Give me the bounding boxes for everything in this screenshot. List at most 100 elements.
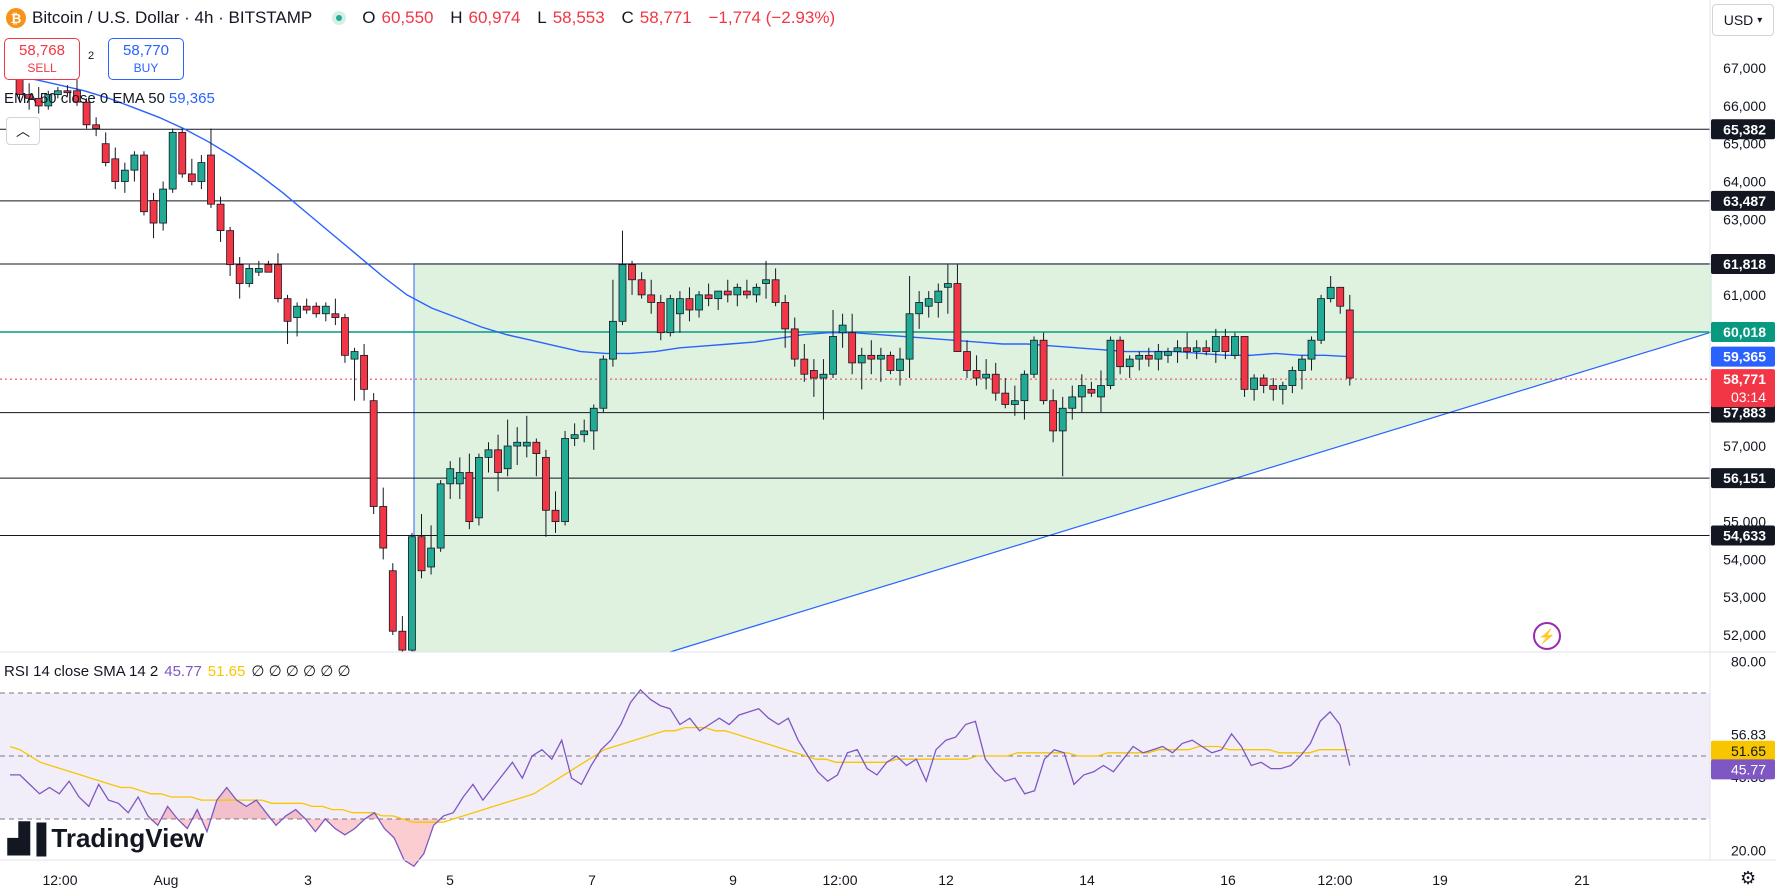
candle-body [446,468,455,485]
candle-body [44,94,53,107]
candle-body [168,131,177,190]
time-axis-tick: 21 [1574,872,1590,888]
ema-price-label: 59,365 [1723,349,1766,365]
candle-body [1259,377,1268,386]
price-pane: 52,00053,00054,00055,00057,00061,00063,0… [0,49,1775,653]
ema-legend-value: 59,365 [168,90,215,107]
ema-legend[interactable]: EMA 50 close 0 EMA 50 59,365 [4,90,215,107]
candle-body [235,264,244,284]
rsi-legend[interactable]: RSI 14 close SMA 14 2 45.77 51.65 ∅ ∅ ∅ ∅ ∅… [4,662,351,680]
ema-legend-text: EMA 50 close 0 EMA 50 [4,90,165,107]
sell-button[interactable]: 58,768 SELL [4,38,80,80]
buy-price: 58,770 [123,42,169,59]
candle-body [1097,385,1105,398]
spread-value: 2 [88,50,95,62]
candle-body [1001,392,1010,405]
candle-body [484,449,493,458]
candle-body [1010,400,1019,405]
level-label-bg [1711,253,1775,274]
level-label: 54,633 [1723,527,1766,543]
price-axis-tick: 52,000 [1723,627,1766,643]
candle-body [742,290,751,296]
candle-body [561,438,569,523]
buy-button[interactable]: 58,770 BUY [108,38,184,80]
candle-body [972,370,981,379]
candle-body [312,305,321,315]
candle-body [302,305,311,311]
rsi-sma-value-label: 51.65 [1731,743,1766,759]
currency-label: USD [1723,12,1754,28]
candle-body [92,124,101,129]
candle-body [1030,339,1038,375]
price-axis-tick: 64,000 [1723,173,1766,189]
candle-body [417,536,426,572]
candle-body [245,268,254,284]
candle-body [120,169,129,182]
candle-body [226,230,235,266]
candle-body [982,373,991,379]
candle-body [1345,309,1354,379]
rsi-legend-text: RSI 14 close SMA 14 2 [4,663,159,680]
candle-body [1106,339,1115,386]
candle-body [781,302,790,330]
collapse-legend-button[interactable]: ︿ [6,117,40,145]
candle-body [321,305,330,315]
candle-body [637,279,646,296]
candle-body [73,90,81,103]
candle-body [790,328,799,360]
candle-body [1068,396,1077,409]
chevron-up-icon: ︿ [16,123,30,139]
settings-gear-icon[interactable]: ⚙ [1740,868,1757,888]
candle-body [666,298,675,334]
ohlc-high-key: H [450,8,463,27]
candle-body [1039,339,1048,402]
candle-body [53,90,62,95]
candle-body [1077,385,1086,398]
price-axis-tick: 67,000 [1723,60,1766,76]
candle-body [264,264,273,273]
buy-label: BUY [133,61,159,75]
candle-body [1154,351,1163,360]
level-label-bg [1711,468,1775,489]
candle-body [609,320,617,360]
price-axis-tick: 53,000 [1723,589,1766,605]
level-label-bg [1711,525,1775,546]
candle-body [628,264,636,281]
candle-body [1211,336,1220,352]
time-axis-tick: 5 [446,872,454,888]
rsi-sma-value-label-bg [1711,740,1775,761]
level-label-60018: 60,018 [1723,324,1766,340]
tradingview-logo[interactable]: ▟▐ TradingView [8,822,204,855]
price-axis-tick: 57,000 [1723,438,1766,454]
rsi-sma-legend-value: 51.65 [207,663,246,680]
symbol-title[interactable]: Bitcoin / U.S. Dollar · 4h · BITSTAMP [32,8,313,27]
candle-body [1173,347,1182,352]
tradingview-logo-text: TradingView [51,823,205,853]
candle-body [656,302,665,334]
candle-body [1020,373,1029,402]
time-axis-tick: 12:00 [1317,872,1352,888]
candle-body [551,509,560,523]
candle-body [1288,370,1297,386]
currency-selector[interactable]: USD ▾ [1712,4,1774,36]
last-price-label-countdown: 03:14 [1731,389,1766,405]
candle-body [857,354,866,364]
candle-body [1087,388,1096,394]
ohlc-open-value: 60,550 [381,8,434,27]
candle-body [934,290,943,303]
symbol-header: ₿ Bitcoin / U.S. Dollar · 4h · BITSTAMP … [0,0,847,36]
market-open-icon [332,11,347,25]
candle-body [1183,347,1192,352]
time-axis-tick: 7 [588,872,596,888]
time-axis-tick: 14 [1079,872,1095,888]
ohlc-close-key: C [621,8,634,27]
rsi-oversold-fill [147,787,444,867]
candle-body [1326,286,1335,300]
candle-body [149,199,158,224]
candle-body [140,154,148,213]
ohlc-low-key: L [537,8,547,27]
candle-body [1317,298,1325,341]
lightning-icon[interactable]: ⚡ [1533,622,1561,650]
candle-body [1307,339,1316,360]
